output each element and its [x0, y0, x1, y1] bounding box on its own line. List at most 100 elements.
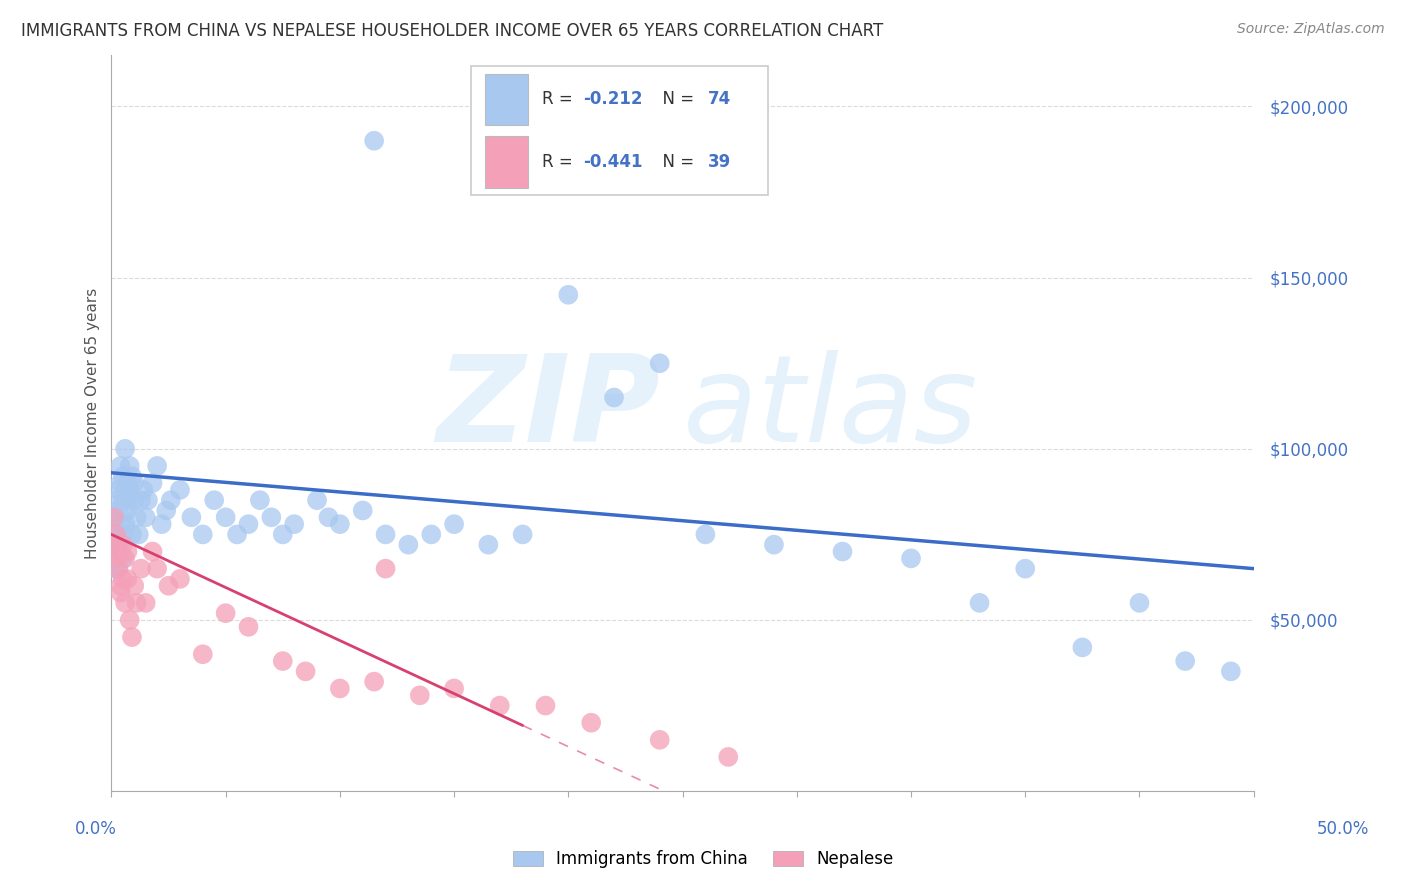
Point	[103, 510, 125, 524]
Point	[238, 620, 260, 634]
Point	[104, 551, 127, 566]
Point	[717, 750, 740, 764]
Point	[117, 493, 139, 508]
Bar	[485, 136, 529, 187]
Point	[141, 476, 163, 491]
Point	[155, 503, 177, 517]
Point	[214, 510, 236, 524]
Point	[103, 527, 125, 541]
Point	[114, 551, 136, 566]
Point	[114, 596, 136, 610]
Point	[226, 527, 249, 541]
Point	[107, 538, 129, 552]
Point	[534, 698, 557, 713]
Point	[111, 572, 134, 586]
Point	[695, 527, 717, 541]
Text: 74: 74	[707, 90, 731, 108]
Point	[136, 493, 159, 508]
Point	[238, 517, 260, 532]
Point	[117, 476, 139, 491]
Point	[114, 442, 136, 456]
Point	[141, 544, 163, 558]
Point	[477, 538, 499, 552]
Point	[121, 527, 143, 541]
Text: -0.212: -0.212	[583, 90, 643, 108]
Point	[271, 527, 294, 541]
Point	[104, 544, 127, 558]
Point	[111, 469, 134, 483]
Point	[135, 596, 157, 610]
Point	[191, 527, 214, 541]
Point	[125, 596, 148, 610]
Point	[117, 503, 139, 517]
Point	[135, 510, 157, 524]
Point	[900, 551, 922, 566]
Point	[122, 579, 145, 593]
Point	[329, 681, 352, 696]
Point	[128, 527, 150, 541]
Point	[129, 493, 152, 508]
Point	[110, 476, 132, 491]
Point	[107, 561, 129, 575]
Point	[111, 538, 134, 552]
Text: 50.0%: 50.0%	[1316, 820, 1369, 838]
Point	[125, 510, 148, 524]
Point	[132, 483, 155, 497]
Point	[352, 503, 374, 517]
Point	[557, 287, 579, 301]
Point	[111, 527, 134, 541]
Point	[117, 544, 139, 558]
Point	[121, 630, 143, 644]
Point	[443, 517, 465, 532]
Point	[214, 606, 236, 620]
Point	[103, 561, 125, 575]
Point	[118, 458, 141, 473]
Text: N =: N =	[652, 153, 699, 171]
Point	[110, 458, 132, 473]
Point	[107, 483, 129, 497]
Point	[260, 510, 283, 524]
Point	[488, 698, 510, 713]
Point	[157, 579, 180, 593]
Point	[409, 688, 432, 702]
Point	[111, 493, 134, 508]
Point	[648, 732, 671, 747]
Point	[969, 596, 991, 610]
Point	[249, 493, 271, 508]
Point	[420, 527, 443, 541]
Point	[117, 572, 139, 586]
Point	[762, 538, 785, 552]
Text: -0.441: -0.441	[583, 153, 643, 171]
Point	[1071, 640, 1094, 655]
Point	[107, 503, 129, 517]
Point	[1128, 596, 1150, 610]
Point	[159, 493, 181, 508]
Point	[512, 527, 534, 541]
Point	[146, 458, 169, 473]
Point	[169, 572, 191, 586]
Point	[305, 493, 328, 508]
Point	[110, 579, 132, 593]
Point	[114, 517, 136, 532]
Point	[294, 665, 316, 679]
Point	[374, 527, 396, 541]
Point	[110, 517, 132, 532]
Point	[118, 613, 141, 627]
Text: N =: N =	[652, 90, 699, 108]
Point	[110, 585, 132, 599]
Point	[1219, 665, 1241, 679]
Point	[363, 674, 385, 689]
Point	[122, 493, 145, 508]
Text: 39: 39	[707, 153, 731, 171]
Text: Source: ZipAtlas.com: Source: ZipAtlas.com	[1237, 22, 1385, 37]
Point	[146, 561, 169, 575]
Point	[831, 544, 853, 558]
Point	[191, 647, 214, 661]
Point	[121, 469, 143, 483]
Point	[329, 517, 352, 532]
Point	[318, 510, 340, 524]
Text: R =: R =	[543, 153, 578, 171]
Bar	[485, 73, 529, 125]
Point	[202, 493, 225, 508]
FancyBboxPatch shape	[471, 66, 768, 195]
